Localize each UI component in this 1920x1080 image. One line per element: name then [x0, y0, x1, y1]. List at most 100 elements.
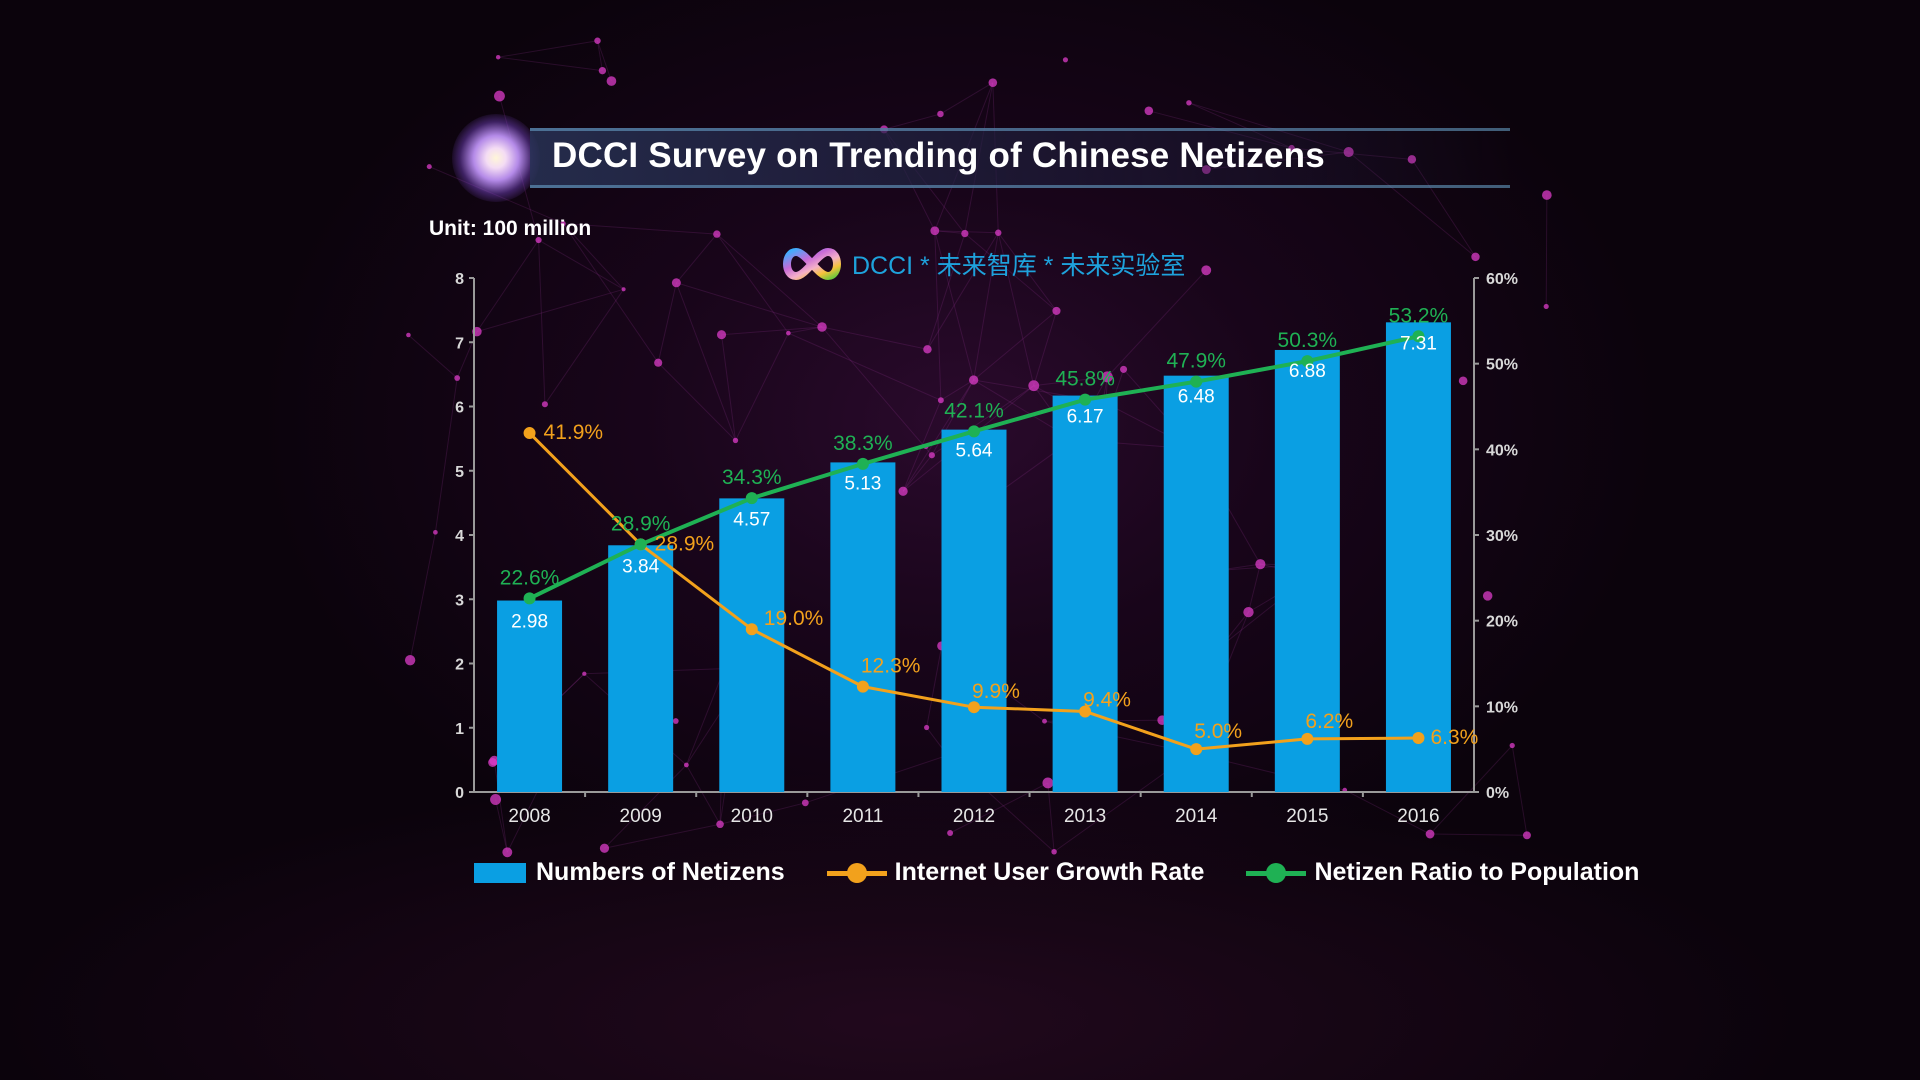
particle-dot: [541, 401, 548, 408]
particle-link: [788, 326, 823, 334]
right-tick-label: 60%: [1486, 271, 1518, 288]
left-tick-label: 7: [455, 335, 464, 352]
glowing-orb-icon: [452, 114, 540, 202]
x-tick-label: 2015: [1286, 806, 1328, 827]
particle-link: [597, 40, 603, 71]
particle-link: [675, 282, 736, 441]
particle-link: [675, 233, 718, 284]
particle-dot: [1543, 303, 1549, 310]
ratio-point: [968, 425, 980, 438]
right-tick-label: 50%: [1486, 357, 1518, 374]
particle-link: [1545, 195, 1548, 307]
particle-dot: [1542, 190, 1552, 200]
particle-dot: [801, 799, 809, 807]
bars-series: [497, 322, 1451, 792]
particle-link: [735, 332, 789, 441]
particle-link: [721, 326, 823, 336]
particle-link: [934, 230, 975, 381]
growth-rate-point: [1412, 732, 1425, 745]
particle-dot: [683, 762, 689, 768]
bar: [1274, 349, 1340, 792]
particle-dot: [494, 90, 505, 102]
legend-item-growth-rate: Internet User Growth Rate: [826, 858, 1204, 887]
particle-link: [1429, 745, 1513, 835]
particle-dot: [426, 164, 432, 170]
ratio-label: 42.1%: [944, 399, 1004, 422]
left-tick-label: 6: [455, 400, 464, 417]
infinity-logo-icon: [783, 247, 841, 281]
bar-value-label: 3.84: [622, 556, 659, 577]
growth-rate-point: [968, 701, 980, 714]
x-tick-label: 2016: [1397, 806, 1439, 827]
x-tick-label: 2013: [1064, 806, 1106, 827]
particle-dot: [1042, 777, 1054, 789]
particle-link: [408, 334, 458, 379]
particle-dot: [594, 37, 601, 44]
particle-dot: [406, 332, 411, 338]
particle-dot: [454, 375, 461, 381]
particle-link: [1344, 789, 1431, 835]
particle-dot: [495, 54, 501, 60]
x-tick-label: 2009: [620, 806, 662, 827]
particle-link: [498, 40, 598, 58]
particle-dot: [1255, 559, 1266, 570]
growth-rate-point: [1301, 732, 1314, 745]
particle-dot: [490, 794, 502, 805]
particle-dot: [598, 66, 607, 75]
particle-link: [562, 223, 659, 363]
particle-dot: [1201, 265, 1212, 276]
particle-dot: [716, 330, 727, 340]
particle-link: [562, 223, 624, 290]
particle-dot: [1144, 106, 1154, 116]
x-tick-label: 2008: [508, 806, 550, 827]
particle-link: [685, 668, 725, 766]
particle-dot: [606, 76, 617, 86]
particle-link: [1248, 564, 1261, 613]
title-banner: [530, 128, 1510, 188]
legend-orange-line-swatch: [826, 862, 887, 883]
growth-rate-point: [523, 427, 536, 440]
particle-link: [973, 232, 999, 381]
particle-link: [927, 232, 999, 350]
particle-link: [604, 823, 721, 849]
ratio-label: 34.3%: [722, 466, 782, 489]
legend-label-ratio: Netizen Ratio to Population: [1314, 858, 1640, 886]
particle-link: [788, 332, 942, 401]
ratio-point: [1190, 375, 1203, 388]
right-tick-label: 0%: [1486, 785, 1509, 802]
particle-link: [495, 799, 508, 853]
left-tick-label: 5: [455, 464, 464, 481]
bar-value-label: 7.31: [1400, 333, 1437, 354]
unit-label: Unit: 100 million: [429, 217, 592, 240]
ratio-point: [1412, 330, 1425, 343]
particle-dot: [1028, 380, 1040, 392]
particle-link: [1511, 745, 1528, 836]
brand-text: DCCI * 未来智库 * 未来实验室: [852, 252, 1186, 280]
growth-rate-label: 6.2%: [1305, 710, 1353, 733]
particle-dot: [988, 78, 998, 87]
particle-dot: [898, 486, 908, 496]
particle-link: [563, 223, 717, 235]
particle-link: [1033, 376, 1108, 387]
particle-dot: [937, 110, 944, 118]
bar: [497, 600, 563, 792]
x-tick-label: 2012: [953, 806, 995, 827]
particle-dot: [930, 226, 940, 236]
particle-dot: [535, 236, 542, 244]
particle-dot: [716, 820, 724, 829]
particle-link: [409, 532, 436, 661]
left-tick-label: 3: [455, 592, 464, 609]
ratio-label: 22.6%: [500, 566, 560, 589]
particle-link: [434, 377, 458, 533]
particle-link: [544, 289, 625, 405]
particle-dot: [404, 654, 416, 666]
particle-link: [821, 326, 928, 350]
particle-link: [538, 240, 546, 405]
x-tick-label: 2010: [731, 806, 773, 827]
left-tick-label: 2: [455, 657, 464, 674]
legend: Numbers of Netizens Internet User Growth…: [474, 858, 1681, 887]
particle-dot: [713, 230, 721, 238]
particle-dot: [1509, 742, 1515, 749]
legend-item-netizens: Numbers of Netizens: [474, 858, 785, 887]
particle-dot: [961, 229, 969, 238]
